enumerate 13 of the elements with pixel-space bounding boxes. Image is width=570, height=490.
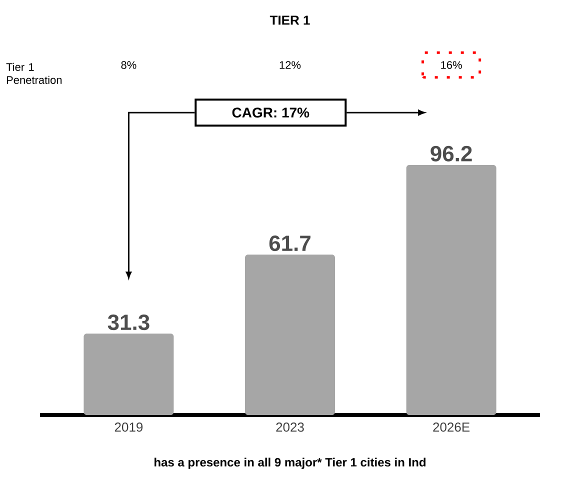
text: 8% xyxy=(121,61,136,69)
text: 12% xyxy=(280,61,301,69)
x-tick-label: 2023 xyxy=(276,422,304,432)
text: CAGR: 17% xyxy=(232,108,310,118)
x-tick-label: 2019 xyxy=(114,422,143,432)
data-label: 31.3 xyxy=(108,314,150,330)
x-tick-label: 2026E xyxy=(433,422,470,432)
text: 16% xyxy=(441,61,462,69)
chart-title: TIER 1 xyxy=(270,16,310,25)
data-label: 61.7 xyxy=(269,236,310,252)
text: has a presence in all 9 major* Tier 1 cities in Ind xyxy=(154,458,426,469)
text: Tier 1 Penetration xyxy=(6,62,62,84)
data-label: 96.2 xyxy=(430,146,472,162)
